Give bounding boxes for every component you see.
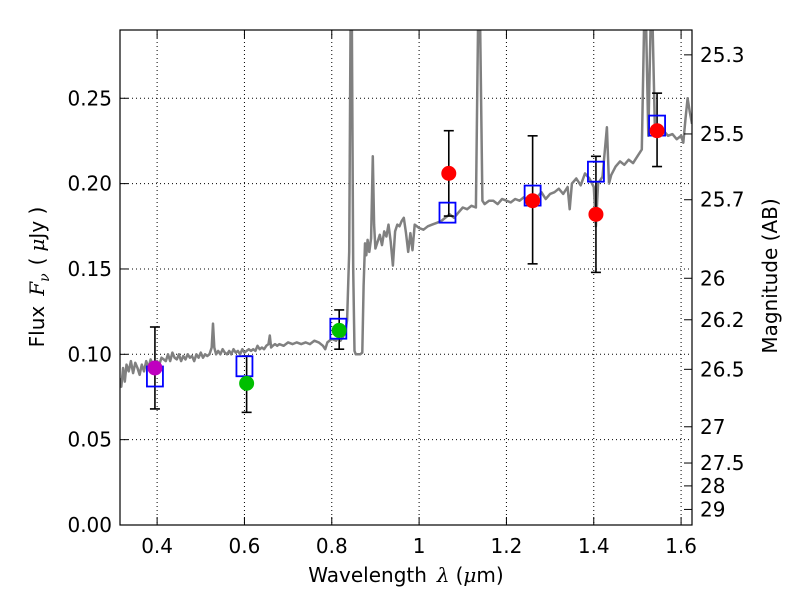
- y2-tick-label: 27: [700, 415, 725, 439]
- y-axis-ticks: 0.00 0.05 0.10 0.15 0.20 0.25: [67, 86, 128, 537]
- y2-tick-label: 28: [700, 474, 725, 498]
- y2-tick-label: 25.7: [700, 188, 745, 212]
- observed-photometry-point: [525, 193, 541, 209]
- observed-photometry-markers: [147, 123, 665, 391]
- x-tick-label: 1: [413, 534, 426, 558]
- y2-tick-label: 25.3: [700, 43, 745, 67]
- observed-photometry-point: [588, 206, 604, 222]
- y-tick-label: 0.20: [67, 172, 112, 196]
- y-axis-label: FluxFν(μJy ): [25, 207, 53, 348]
- observed-photometry-point: [239, 375, 255, 391]
- x-tick-label: 1.4: [578, 534, 610, 558]
- y2-axis-label: Magnitude (AB): [758, 198, 782, 353]
- y2-tick-label: 26: [700, 266, 725, 290]
- y2-tick-label: 25.5: [700, 122, 745, 146]
- y-tick-label: 0.10: [67, 342, 112, 366]
- observed-photometry-point: [441, 165, 457, 181]
- x-tick-label: 1.6: [665, 534, 697, 558]
- x-tick-label: 0.4: [141, 534, 173, 558]
- plot-frame: [119, 29, 693, 526]
- y2-tick-label: 26.2: [700, 308, 745, 332]
- y-tick-label: 0.05: [67, 428, 112, 452]
- y2-tick-label: 27.5: [700, 451, 745, 475]
- y-tick-label: 0.25: [67, 86, 112, 110]
- observed-photometry-point: [649, 123, 665, 139]
- x-axis-ticks: 0.4 0.6 0.8 1 1.2 1.4 1.6: [141, 30, 697, 558]
- model-photometry-square: [587, 160, 605, 183]
- x-tick-label: 1.2: [491, 534, 523, 558]
- y2-tick-label: 26.5: [700, 357, 745, 381]
- y2-tick-label: 29: [700, 497, 725, 521]
- y-tick-label: 0.15: [67, 257, 112, 281]
- x-axis-label: Wavelength λ (μm): [308, 563, 503, 587]
- x-tick-label: 0.8: [316, 534, 348, 558]
- model-photometry-square: [438, 201, 457, 224]
- observed-photometry-point: [331, 322, 347, 338]
- plot-area: [120, 30, 692, 414]
- observed-photometry-point: [147, 360, 163, 376]
- y-tick-label: 0.00: [67, 513, 112, 537]
- x-tick-label: 0.6: [229, 534, 261, 558]
- spectrum-line: [120, 30, 692, 388]
